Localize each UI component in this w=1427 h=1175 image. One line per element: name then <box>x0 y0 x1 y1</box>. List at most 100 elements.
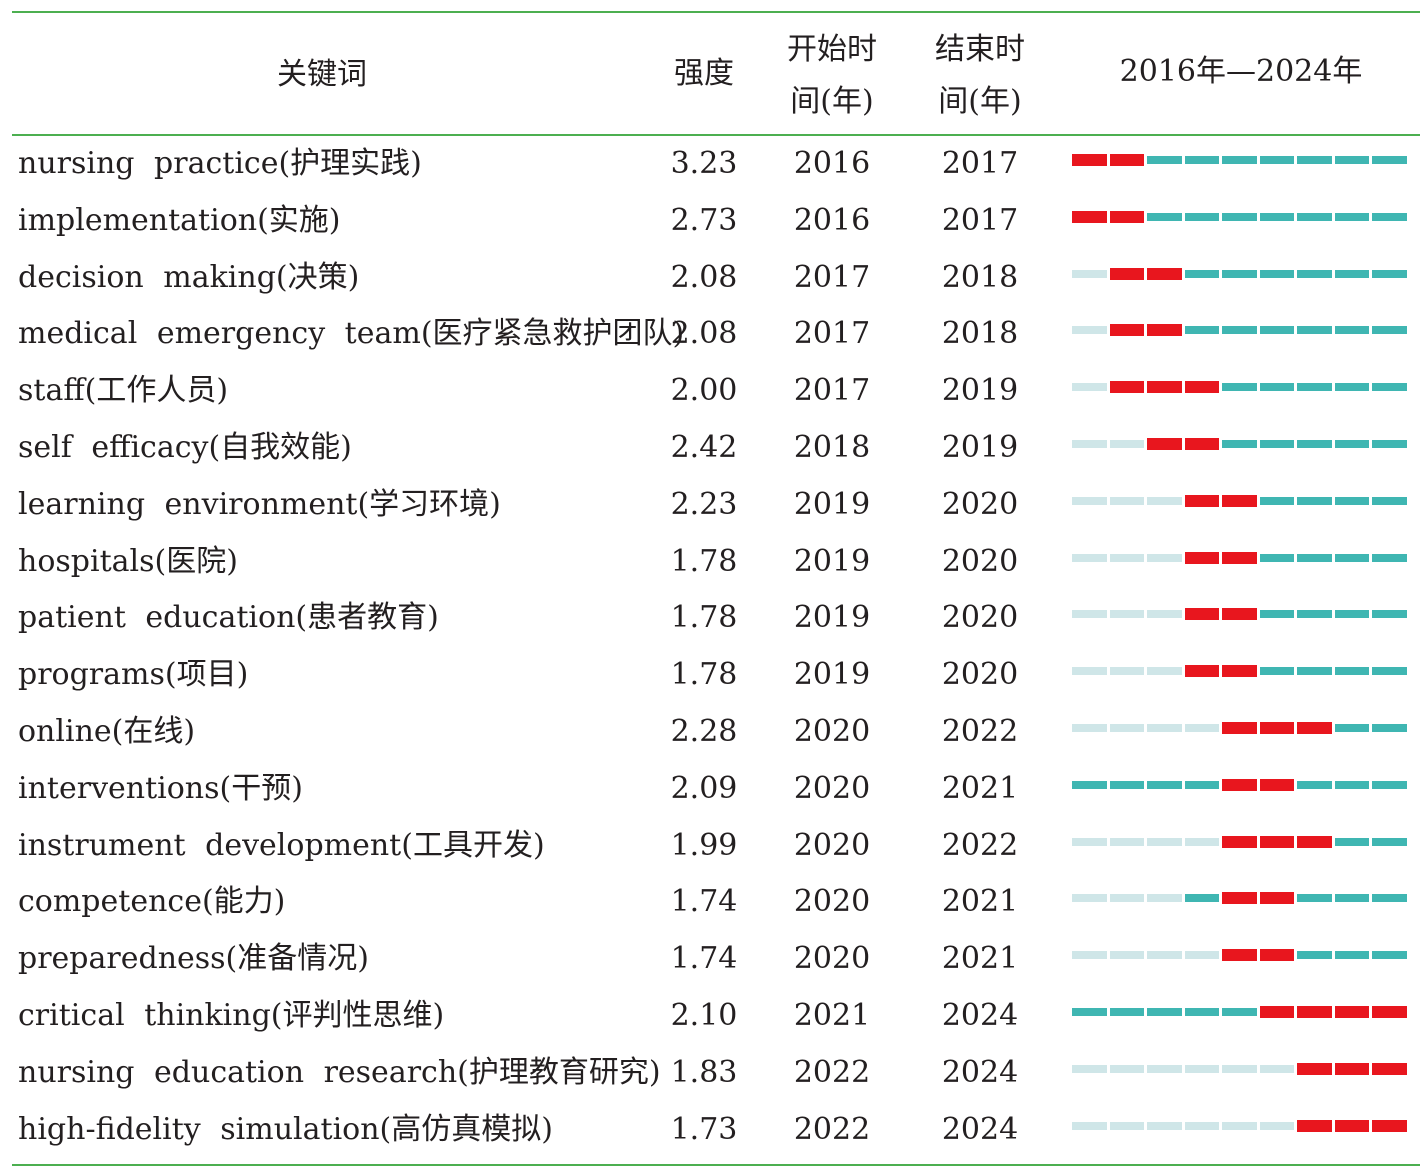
timeline-segment-burst <box>1147 438 1182 450</box>
timeline-segment-active <box>1297 156 1332 164</box>
burst-timeline <box>1072 818 1410 874</box>
timeline-segment-inactive <box>1259 1064 1295 1073</box>
timeline-segment-active <box>1259 383 1295 392</box>
table-row: patient education(患者教育) 1.78 2019 2020 <box>12 590 1420 646</box>
timeline-segment-active <box>1334 156 1370 164</box>
timeline-segment-inactive <box>1072 610 1107 619</box>
timeline-segment-inactive <box>1072 269 1107 278</box>
keyword-cell: competence(能力) <box>18 884 286 920</box>
burst-timeline <box>1072 534 1410 590</box>
timeline-segment-burst <box>1222 665 1257 678</box>
timeline-segment-inactive <box>1259 1121 1295 1130</box>
end-year-cell: 2018 <box>941 259 1019 295</box>
timeline-segment-active <box>1147 780 1182 789</box>
timeline-segment-burst <box>1259 949 1295 962</box>
timeline-segment-active <box>1222 212 1257 221</box>
timeline-segment-burst <box>1184 494 1220 507</box>
timeline-segment-burst <box>1222 722 1257 734</box>
timeline-segment-inactive <box>1147 1121 1182 1130</box>
timeline-segment-inactive <box>1184 724 1220 732</box>
timeline-segment-active <box>1109 1008 1145 1016</box>
timeline-segment-active <box>1334 269 1370 278</box>
strength-cell: 2.28 <box>670 714 738 749</box>
timeline-segment-burst <box>1184 665 1220 678</box>
timeline-segment-active <box>1372 212 1407 221</box>
end-year-cell: 2020 <box>941 486 1019 522</box>
begin-year-cell: 2020 <box>793 941 871 977</box>
begin-year-cell: 2020 <box>793 884 871 920</box>
timeline-segment-burst <box>1222 949 1257 962</box>
timeline-segment-active <box>1259 496 1295 505</box>
timeline-segment-burst <box>1222 494 1257 507</box>
strength-cell: 2.73 <box>670 202 738 238</box>
timeline-segment-burst <box>1334 1119 1370 1132</box>
timeline-segment-active <box>1334 780 1370 789</box>
timeline-segment-inactive <box>1109 496 1145 505</box>
timeline-segment-active <box>1222 156 1257 164</box>
timeline-segment-burst <box>1147 324 1182 337</box>
header-strength: 强度 <box>674 56 734 91</box>
keyword-cell: nursing practice(护理实践) <box>18 146 422 181</box>
timeline-segment-active <box>1334 894 1370 903</box>
timeline-segment-active <box>1372 553 1407 562</box>
begin-year-cell: 2016 <box>793 146 871 181</box>
timeline-segment-inactive <box>1109 440 1145 448</box>
table-row: interventions(干预) 2.09 2020 2021 <box>12 761 1420 817</box>
timeline-segment-burst <box>1222 551 1257 564</box>
end-year-cell: 2021 <box>941 941 1019 977</box>
begin-year-cell: 2020 <box>793 770 871 806</box>
begin-year-cell: 2020 <box>793 714 871 749</box>
burst-timeline <box>1072 477 1410 533</box>
timeline-segment-burst <box>1297 1006 1332 1018</box>
timeline-segment-burst <box>1109 210 1145 223</box>
timeline-segment-burst <box>1297 1062 1332 1075</box>
timeline-segment-active <box>1297 894 1332 903</box>
timeline-segment-active <box>1372 326 1407 335</box>
burst-timeline <box>1072 931 1410 987</box>
timeline-segment-active <box>1334 496 1370 505</box>
end-year-cell: 2017 <box>941 202 1019 238</box>
timeline-segment-active <box>1259 440 1295 448</box>
timeline-segment-active <box>1222 383 1257 392</box>
timeline-segment-burst <box>1147 381 1182 394</box>
table-row: preparedness(准备情况) 1.74 2020 2021 <box>12 931 1420 987</box>
timeline-segment-inactive <box>1184 951 1220 960</box>
timeline-segment-inactive <box>1147 951 1182 960</box>
table-row: implementation(实施) 2.73 2016 2017 <box>12 193 1420 249</box>
begin-year-cell: 2021 <box>793 998 871 1033</box>
strength-cell: 1.83 <box>670 1054 738 1090</box>
keyword-cell: critical thinking(评判性思维) <box>18 998 445 1033</box>
top-rule <box>12 11 1420 13</box>
timeline-segment-active <box>1184 326 1220 335</box>
end-year-cell: 2022 <box>941 827 1019 863</box>
timeline-segment-active <box>1297 383 1332 392</box>
timeline-segment-burst <box>1222 608 1257 621</box>
burst-timeline <box>1072 647 1410 703</box>
end-year-cell: 2018 <box>941 316 1019 352</box>
strength-cell: 2.42 <box>670 430 738 465</box>
timeline-segment-inactive <box>1222 1064 1257 1073</box>
burst-timeline <box>1072 988 1410 1044</box>
keyword-cell: decision making(决策) <box>18 259 360 295</box>
strength-cell: 2.09 <box>670 770 738 806</box>
timeline-segment-active <box>1297 326 1332 335</box>
timeline-segment-burst <box>1072 210 1107 223</box>
timeline-segment-burst <box>1184 551 1220 564</box>
timeline-segment-burst <box>1297 722 1332 734</box>
keyword-cell: hospitals(医院) <box>18 543 238 579</box>
keyword-cell: nursing education research(护理教育研究) <box>18 1054 661 1090</box>
strength-cell: 1.74 <box>670 884 738 920</box>
burst-timeline <box>1072 1045 1410 1101</box>
keyword-cell: high-fidelity simulation(高仿真模拟) <box>18 1111 553 1147</box>
begin-year-cell: 2022 <box>793 1111 871 1147</box>
timeline-segment-burst <box>1334 1006 1370 1018</box>
timeline-segment-burst <box>1147 267 1182 280</box>
end-year-cell: 2020 <box>941 657 1019 693</box>
table-row: competence(能力) 1.74 2020 2021 <box>12 874 1420 930</box>
timeline-segment-inactive <box>1072 667 1107 676</box>
timeline-segment-active <box>1372 440 1407 448</box>
timeline-segment-inactive <box>1072 440 1107 448</box>
table-row: nursing education research(护理教育研究) 1.83 20… <box>12 1045 1420 1101</box>
timeline-segment-inactive <box>1072 1121 1107 1130</box>
begin-year-cell: 2019 <box>793 600 871 636</box>
